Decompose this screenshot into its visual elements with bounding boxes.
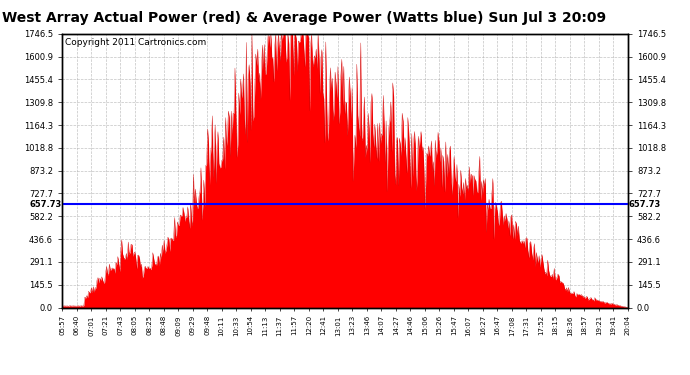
Text: 657.73: 657.73 xyxy=(29,200,61,209)
Text: Copyright 2011 Cartronics.com: Copyright 2011 Cartronics.com xyxy=(65,38,206,47)
Text: 657.73: 657.73 xyxy=(629,200,661,209)
Text: West Array Actual Power (red) & Average Power (Watts blue) Sun Jul 3 20:09: West Array Actual Power (red) & Average … xyxy=(1,11,606,25)
